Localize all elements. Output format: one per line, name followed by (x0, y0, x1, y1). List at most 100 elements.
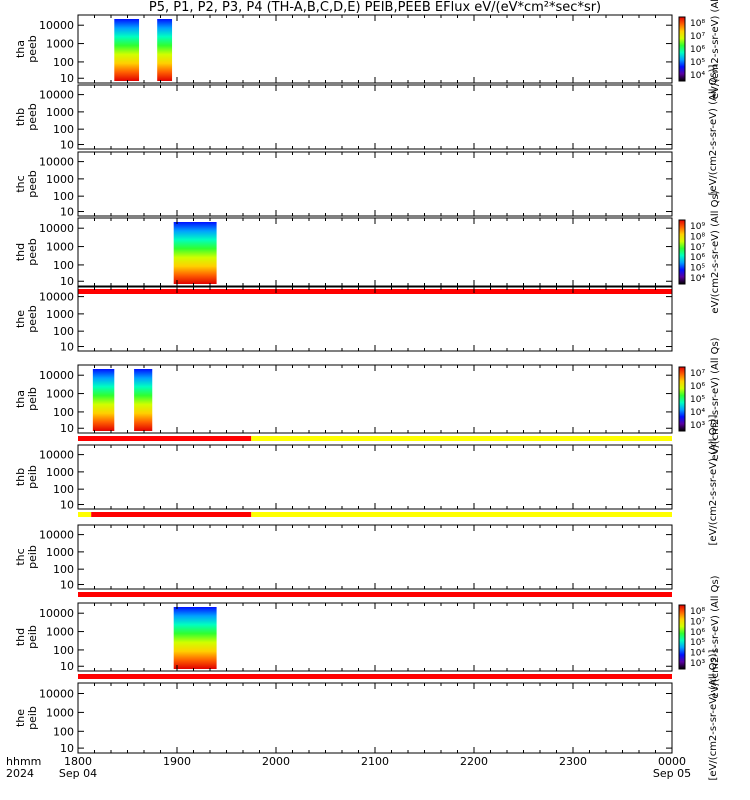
y-tick-label: 1000 (46, 106, 74, 119)
panel-label-species: peib (26, 545, 39, 569)
x-tick-sublabel: Sep 05 (653, 767, 691, 780)
y-tick-label: 100 (53, 325, 74, 338)
y-tick-label: 10 (60, 422, 74, 435)
panel-thb-peib: 10000 1000 100 10 thb peib (14, 444, 673, 517)
chart-title: P5, P1, P2, P3, P4 (TH-A,B,C,D,E) PEIB,P… (148, 0, 602, 15)
colorbar-tick-label: 10⁶ (690, 253, 705, 263)
colorbar-label: eV/(cm2-s-sr-eV) (All Qs) (710, 575, 721, 698)
y-tick-label: 10000 (39, 529, 74, 542)
panel-label-probe: thd (14, 628, 27, 646)
panel-label-probe: thc (14, 548, 27, 565)
y-tick-label: 10 (60, 742, 74, 755)
colorbar-tick-label: 10⁶ (690, 628, 705, 638)
status-bar-red (91, 512, 252, 517)
spectrogram-block (157, 19, 173, 81)
colorbar-tick-label: 10⁵ (690, 395, 705, 405)
panel-frame (77, 682, 673, 754)
colorbar-tick-label: 10⁵ (690, 638, 705, 648)
y-tick-label: 1000 (46, 308, 74, 321)
panel-label-species: peib (26, 706, 39, 730)
panel-label-species: peeb (26, 103, 39, 131)
panel-label-species: peeb (26, 170, 39, 198)
colorbar-tick-label: 10³ (690, 421, 705, 431)
y-tick-label: 10 (60, 341, 74, 354)
y-tick-label: 100 (53, 123, 74, 136)
y-tick-label: 100 (53, 483, 74, 496)
colorbar-tick-label: 10³ (690, 659, 705, 669)
x-tick-label: 2200 (460, 755, 488, 768)
y-tick-label: 10000 (39, 222, 74, 235)
colorbar-tick-label: 10⁷ (690, 243, 705, 253)
y-tick-label: 10000 (39, 688, 74, 701)
status-bar-red (78, 436, 252, 441)
spectrogram-block (92, 369, 115, 431)
y-tick-label: 1000 (46, 546, 74, 559)
panel-frame (77, 364, 673, 434)
x-tick-label: 2000 (262, 755, 290, 768)
colorbar-label: eV/(cm2-s-sr-eV) (All Qs) (710, 337, 721, 460)
side-label: [eV/(cm2-s-sr-eV) (All Qs)] (708, 649, 719, 780)
panel-label-probe: tha (14, 390, 27, 408)
status-bar-red (78, 674, 672, 679)
y-tick-label: 10000 (39, 156, 74, 169)
panel-frame (77, 151, 673, 217)
y-tick-label: 1000 (46, 626, 74, 639)
y-tick-label: 10 (60, 139, 74, 152)
x-corner-label-year: 2024 (6, 767, 34, 780)
side-label: [eV/(cm2-s-sr-eV) (All Qs)] (708, 414, 719, 545)
x-corner-label-hhmm: hhmm (6, 755, 41, 768)
panel-thb-peeb: 10000 1000 100 10 thb peeb (14, 84, 673, 152)
x-tick-label: 2100 (361, 755, 389, 768)
panel-label-species: peib (26, 465, 39, 489)
y-tick-label: 10 (60, 206, 74, 219)
panel-tha-peeb: 10000 1000 100 10 tha peeb 10⁸ 10⁷ 10⁶ 10⁵ 10⁴ eV/(… (14, 0, 721, 99)
y-tick-label: 10 (60, 72, 74, 85)
colorbar (678, 366, 686, 432)
panel-label-probe: tha (14, 40, 27, 58)
panel-label-species: peib (26, 387, 39, 411)
panel-frame (77, 217, 673, 287)
y-tick-label: 10 (60, 660, 74, 673)
y-tick-label: 100 (53, 190, 74, 203)
y-tick-label: 10 (60, 275, 74, 288)
colorbar-tick-label: 10⁷ (690, 32, 705, 42)
colorbar-label: eV/(cm2-s-sr-eV) (Al (710, 0, 721, 99)
spectrogram-block (173, 222, 217, 284)
colorbar-label: eV/(cm2-s-sr-eV) (All Qs) (710, 190, 721, 313)
colorbar (678, 16, 686, 82)
y-tick-label: 10 (60, 579, 74, 592)
panel-thc-peeb: 10000 1000 100 10 thc peeb (14, 151, 673, 219)
y-tick-label: 10000 (39, 291, 74, 304)
panel-label-species: peeb (26, 305, 39, 333)
panel-label-species: peib (26, 625, 39, 649)
y-tick-label: 1000 (46, 388, 74, 401)
colorbar (678, 604, 686, 670)
x-tick-label: 0000 (658, 755, 686, 768)
x-tick-sublabel: Sep 04 (59, 767, 97, 780)
spectrogram-block (114, 19, 140, 81)
side-label: [eV/(cm2-s-sr-eV) (All Qs)] (708, 64, 719, 195)
colorbar-tick-label: 10⁷ (690, 617, 705, 627)
panel-frame (77, 286, 673, 352)
panel-frame (77, 602, 673, 672)
panel-label-species: peeb (26, 238, 39, 266)
colorbar-tick-label: 10⁶ (690, 382, 705, 392)
y-tick-label: 10000 (39, 449, 74, 462)
y-tick-label: 1000 (46, 38, 74, 51)
panel-label-species: peeb (26, 35, 39, 63)
y-tick-label: 1000 (46, 241, 74, 254)
colorbar-tick-label: 10⁴ (690, 274, 705, 284)
y-tick-label: 1000 (46, 466, 74, 479)
panel-the-peib: 10000 1000 100 10 the peib (14, 682, 673, 755)
colorbar-tick-label: 10⁴ (690, 408, 705, 418)
panel-frame (77, 84, 673, 150)
x-tick-label: 1800 (64, 755, 92, 768)
y-tick-label: 10000 (39, 607, 74, 620)
y-tick-label: 1000 (46, 706, 74, 719)
colorbar-tick-label: 10⁸ (690, 19, 705, 29)
colorbar-tick-label: 10⁶ (690, 45, 705, 55)
x-tick-label: 1900 (163, 755, 191, 768)
colorbar-tick-label: 10⁷ (690, 369, 705, 379)
